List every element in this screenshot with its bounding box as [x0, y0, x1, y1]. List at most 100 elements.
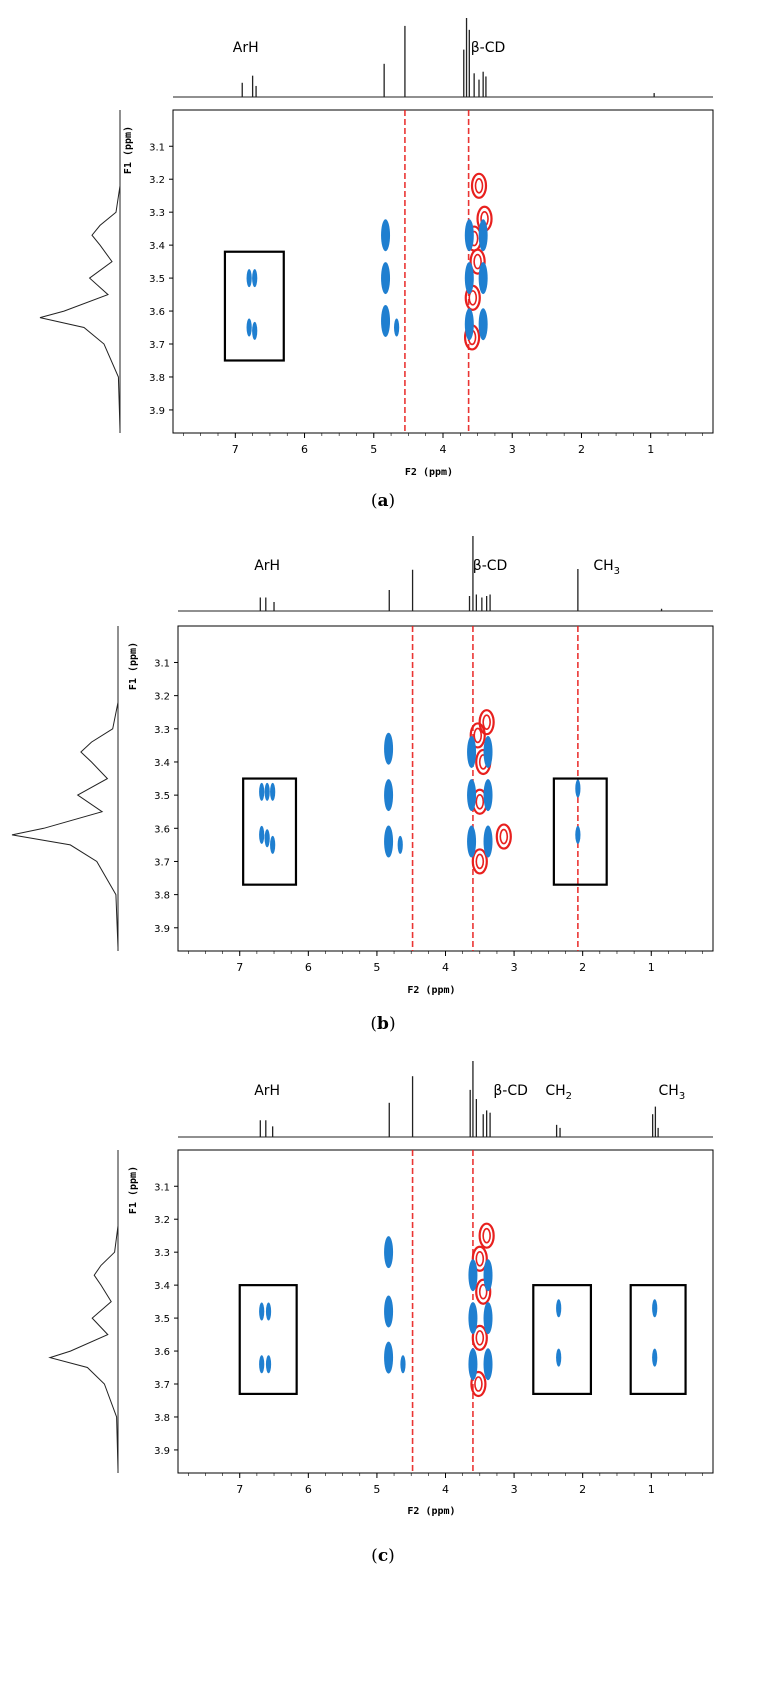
negative-peak-inner: [474, 178, 484, 194]
y-tick-label: 3.2: [154, 1215, 170, 1226]
negative-peak: [471, 1324, 488, 1351]
caption-close: ): [389, 1014, 396, 1034]
panel-a: 7 6 5 4 3 2 1 3.1 3.2 3.3 3.4 3.5 3.6 3.7 3.8 3.9 F2 (pp…: [39, 18, 714, 511]
y-tick-label: 3.3: [154, 725, 170, 736]
panel-caption: (c): [371, 1546, 395, 1566]
positive-peak: [556, 1299, 562, 1318]
positive-peak: [384, 1341, 394, 1374]
positive-peak: [467, 736, 477, 769]
x-tick-label: 1: [648, 1483, 655, 1496]
positive-peak: [478, 308, 488, 341]
x-tick-label: 2: [579, 1483, 586, 1496]
annotation-label: CH3: [593, 558, 620, 577]
left-spectrum-trace: [48, 1186, 119, 1470]
positive-peak: [246, 318, 252, 337]
positive-peak: [259, 1302, 265, 1321]
y-tick-label: 3.7: [149, 340, 165, 351]
plot-frame: [177, 1149, 714, 1474]
negative-peak: [470, 172, 488, 199]
y-tick-label: 3.8: [154, 891, 170, 902]
annotation-text: ArH: [254, 1083, 280, 1099]
y-tick-label: 3.5: [154, 1314, 170, 1325]
annotation-text: β-CD: [473, 558, 508, 574]
positive-peak: [468, 1302, 478, 1335]
negative-peak: [469, 722, 486, 749]
contour-marks: [246, 110, 493, 433]
x-tick-label: 1: [647, 443, 654, 456]
y-tick-label: 3.4: [154, 1281, 170, 1292]
positive-peak: [467, 779, 477, 812]
y-tick-label: 3.5: [149, 274, 165, 285]
negative-peak-inner: [482, 1227, 491, 1244]
positive-peak: [384, 732, 394, 765]
x-tick-label: 6: [301, 443, 308, 456]
positive-peak: [259, 782, 265, 801]
positive-peak: [652, 1348, 658, 1367]
negative-peak-inner: [499, 828, 509, 845]
positive-peak: [575, 825, 581, 844]
annotation-text: ArH: [233, 40, 259, 56]
annotation-subscript: 2: [566, 1091, 572, 1102]
negative-peak-inner: [475, 1330, 485, 1346]
annotation-text: CH: [545, 1083, 565, 1099]
x-tick-label: 4: [440, 443, 447, 456]
positive-peak: [483, 1348, 493, 1381]
y-axis-label: F1 (ppm): [128, 642, 139, 690]
positive-peak: [384, 1295, 394, 1328]
positive-peak: [483, 825, 493, 858]
x-tick-label: 3: [511, 1483, 518, 1496]
positive-peak: [381, 219, 391, 252]
positive-peak: [483, 779, 493, 812]
positive-peak: [556, 1348, 562, 1367]
positive-peak: [478, 262, 488, 295]
plot-frame: [177, 625, 714, 952]
negative-peak: [478, 1222, 495, 1249]
left-spectrum-trace: [39, 146, 121, 430]
positive-peak: [246, 269, 252, 288]
y-tick-label: 3.8: [149, 373, 165, 384]
positive-peak: [394, 318, 400, 337]
x-tick-label: 1: [648, 961, 655, 974]
y-tick-label: 3.2: [149, 175, 165, 186]
positive-peak: [384, 779, 394, 812]
negative-peak: [471, 1245, 488, 1272]
y-tick-label: 3.6: [149, 307, 165, 318]
caption-letter: a: [377, 491, 388, 511]
annotation-label: β-CD: [471, 40, 506, 56]
positive-peak: [464, 308, 474, 341]
negative-peak: [469, 248, 486, 275]
negative-peak-inner: [478, 1283, 488, 1300]
y-tick-label: 3.1: [154, 1182, 170, 1193]
caption-open: (: [371, 491, 378, 511]
annotation-label: CH3: [659, 1083, 686, 1102]
highlight-box: [223, 250, 285, 362]
annotation-label: β-CD: [473, 558, 508, 574]
negative-peak: [470, 1370, 487, 1398]
x-axis-label: F2 (ppm): [407, 1506, 455, 1517]
annotation-text: β-CD: [471, 40, 506, 56]
positive-peak: [264, 829, 270, 848]
y-tick-label: 3.5: [154, 791, 170, 802]
panel-b: 7 6 5 4 3 2 1 3.1 3.2 3.3 3.4 3.5 3.6 3.7 3.8 3.9 F2 (pp…: [11, 536, 714, 1034]
y-tick-label: 3.2: [154, 692, 170, 703]
caption-letter: c: [378, 1546, 388, 1566]
negative-peak-inner: [468, 290, 478, 306]
caption-open: (: [371, 1546, 378, 1566]
annotation-label: ArH: [254, 558, 280, 574]
positive-peak: [478, 219, 488, 252]
x-tick-label: 6: [305, 1483, 312, 1496]
annotation-text: CH: [659, 1083, 679, 1099]
positive-peak: [265, 1302, 272, 1321]
caption-close: ): [388, 1546, 395, 1566]
panel-caption: (a): [371, 491, 395, 511]
y-tick-label: 3.9: [154, 924, 170, 935]
annotation-subscript: 3: [679, 1091, 685, 1102]
y-tick-label: 3.4: [154, 758, 170, 769]
annotation-subscript: 3: [614, 566, 620, 577]
positive-peak: [384, 825, 394, 858]
negative-peak-inner: [473, 253, 482, 270]
y-tick-label: 3.9: [154, 1446, 170, 1457]
x-tick-label: 5: [373, 961, 380, 974]
y-tick-label: 3.3: [154, 1248, 170, 1259]
highlight-box: [552, 777, 608, 886]
